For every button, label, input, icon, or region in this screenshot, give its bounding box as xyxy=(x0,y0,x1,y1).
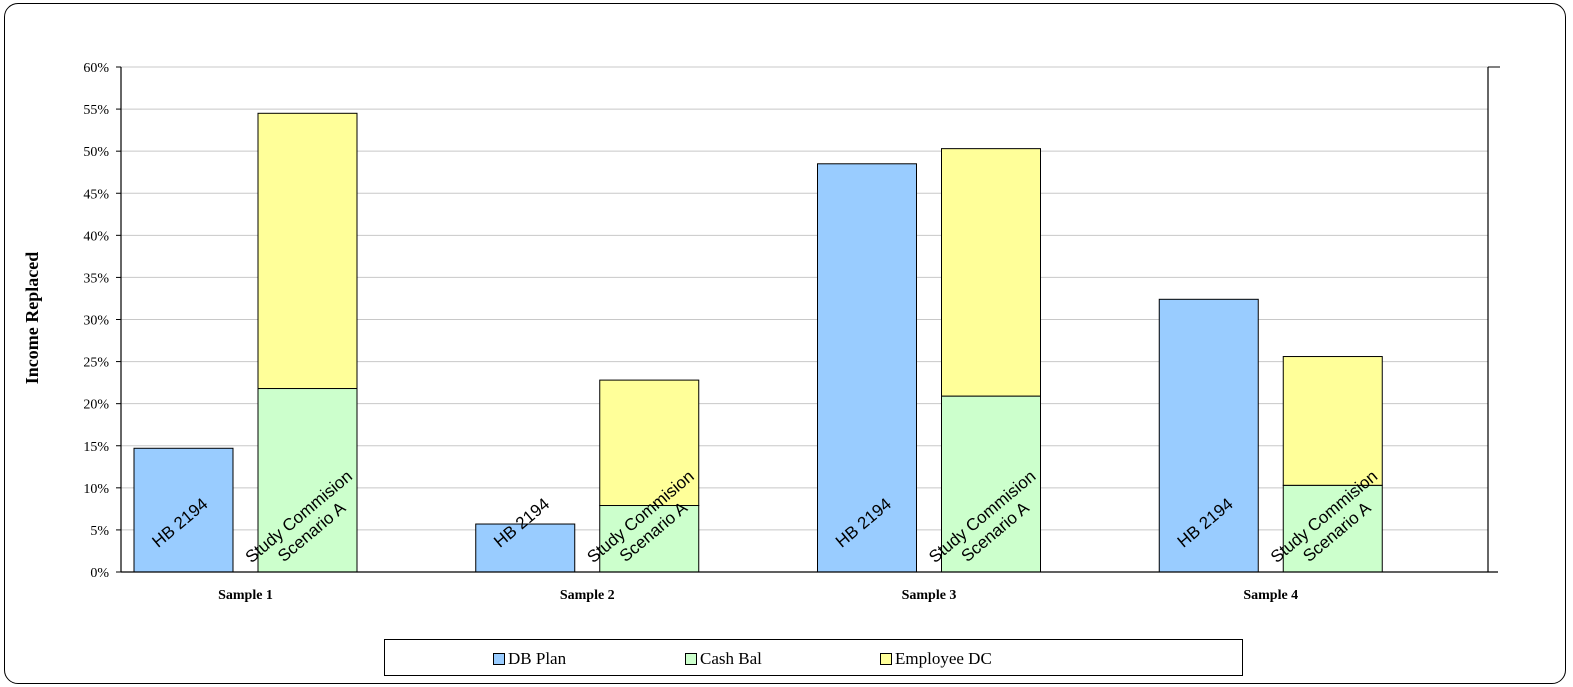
bar-segment xyxy=(941,148,1041,397)
legend-item-cash-bal: Cash Bal xyxy=(685,649,762,669)
y-tick-label: 30% xyxy=(83,314,109,329)
bar-segment xyxy=(257,112,358,390)
bar-segment xyxy=(599,505,700,573)
x-category-label: Sample 1 xyxy=(218,588,273,603)
legend: DB Plan Cash Bal Employee DC xyxy=(384,639,1243,676)
y-axis-title: Income Replaced xyxy=(22,252,42,384)
bars xyxy=(133,112,1383,573)
legend-swatch-employee-dc xyxy=(880,653,892,665)
legend-item-db-plan: DB Plan xyxy=(493,649,566,669)
legend-label-employee-dc: Employee DC xyxy=(895,649,992,668)
bar-segment xyxy=(1282,484,1383,573)
y-tick-label: 45% xyxy=(83,187,109,202)
y-tick-label: 40% xyxy=(83,229,109,244)
bar-segment xyxy=(599,379,700,507)
legend-item-employee-dc: Employee DC xyxy=(880,649,992,669)
legend-label-cash-bal: Cash Bal xyxy=(700,649,762,668)
bar-segment xyxy=(817,163,917,573)
legend-swatch-cash-bal xyxy=(685,653,697,665)
x-category-label: Sample 4 xyxy=(1243,588,1298,603)
y-tick-label: 15% xyxy=(83,440,109,455)
y-tick-label: 60% xyxy=(83,61,109,76)
bar-segment xyxy=(1282,356,1383,486)
x-category-label: Sample 3 xyxy=(902,588,957,603)
y-tick-label: 0% xyxy=(90,566,109,581)
legend-swatch-db-plan xyxy=(493,653,505,665)
chart-frame xyxy=(4,3,1566,684)
y-tick-label: 35% xyxy=(83,271,109,286)
x-category-label: Sample 2 xyxy=(560,588,615,603)
bar-segment xyxy=(941,395,1041,573)
y-tick-label: 50% xyxy=(83,145,109,160)
y-tick-label: 5% xyxy=(90,524,109,539)
axes xyxy=(116,66,1500,573)
y-tick-label: 55% xyxy=(83,103,109,118)
y-tick-label: 20% xyxy=(83,398,109,413)
y-tick-label: 10% xyxy=(83,482,109,497)
legend-label-db-plan: DB Plan xyxy=(508,649,567,668)
y-tick-label: 25% xyxy=(83,356,109,371)
bar-segment xyxy=(1158,298,1259,573)
